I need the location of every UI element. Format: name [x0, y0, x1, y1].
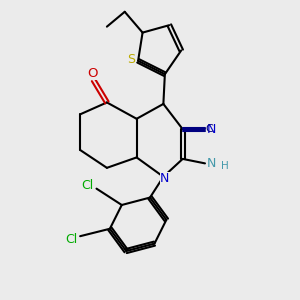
Text: N: N: [207, 157, 216, 170]
Text: S: S: [128, 53, 136, 66]
Text: N: N: [207, 123, 216, 136]
Text: C: C: [205, 124, 213, 134]
Text: Cl: Cl: [82, 179, 94, 192]
Text: N: N: [160, 172, 170, 185]
Text: O: O: [87, 67, 97, 80]
Text: H: H: [221, 161, 229, 171]
Text: Cl: Cl: [65, 233, 77, 246]
